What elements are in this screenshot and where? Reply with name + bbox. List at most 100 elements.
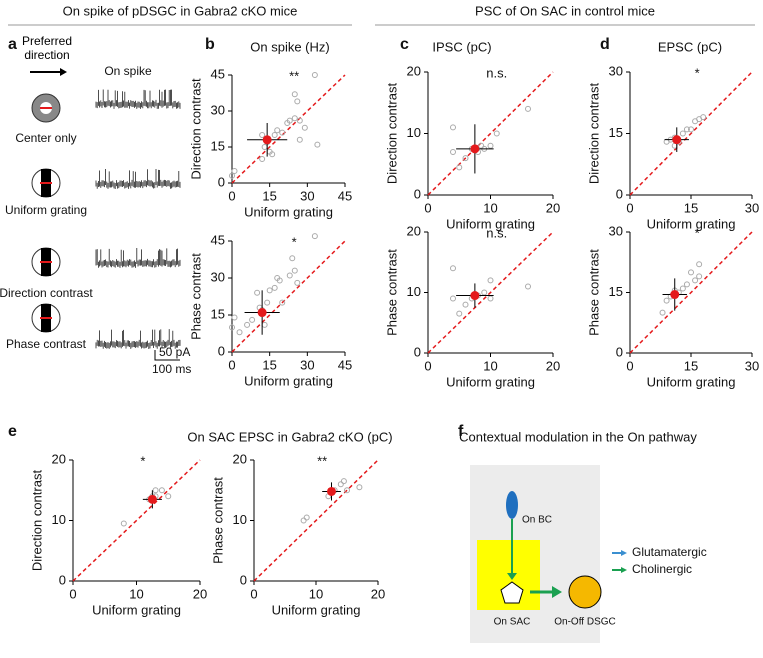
data-point [311, 72, 318, 78]
data-point [688, 126, 694, 133]
data-point [688, 269, 694, 276]
data-point [261, 144, 268, 150]
data-point [231, 314, 238, 321]
direction-label: Preferred direction [21, 34, 73, 62]
condition-label: Center only [15, 131, 76, 145]
panel-label: c [400, 36, 409, 53]
x-tick-label: 0 [69, 586, 76, 601]
x-tick-label: 0 [424, 358, 431, 373]
y-axis-label: Direction contrast [586, 83, 601, 185]
x-tick-label: 0 [228, 357, 235, 372]
mean-point [470, 144, 480, 154]
unity-line [253, 459, 379, 582]
data-point [231, 168, 238, 174]
mean-point [672, 135, 682, 145]
x-tick-label: 30 [300, 357, 314, 372]
data-point [487, 295, 494, 302]
x-tick-label: 15 [262, 188, 276, 203]
x-tick-label: 45 [338, 357, 352, 372]
y-tick-label: 15 [211, 138, 225, 153]
data-point [286, 117, 293, 124]
x-tick-label: 10 [483, 358, 497, 373]
arrowhead [552, 586, 562, 598]
annotation: * [292, 234, 297, 249]
spike-trace [95, 329, 181, 349]
y-axis-label: Phase contrast [188, 253, 203, 340]
data-point [663, 297, 670, 304]
y-axis-label: Phase contrast [384, 249, 399, 336]
x-axis-label: Uniform grating [244, 204, 333, 219]
y-axis-label: Direction contrast [384, 83, 399, 185]
annotation: ** [289, 68, 299, 83]
panel-title: Contextual modulation in the On pathway [459, 429, 697, 444]
x-tick-label: 0 [626, 358, 633, 373]
y-axis-label: Phase contrast [586, 249, 601, 336]
data-point [462, 301, 469, 308]
x-tick-label: 15 [262, 357, 276, 372]
data-point [487, 277, 494, 284]
mean-point [257, 308, 267, 318]
mean-point [327, 486, 336, 496]
spike-trace [95, 248, 181, 268]
chart-title: On SAC EPSC in Gabra2 cKO (pC) [187, 429, 392, 444]
x-axis-label: Uniform grating [92, 602, 181, 617]
data-point [696, 273, 703, 280]
y-tick-label: 10 [233, 512, 247, 527]
mean-point [262, 135, 272, 145]
data-point [696, 261, 703, 268]
data-point [356, 484, 363, 491]
data-point [301, 124, 308, 131]
panel-label: a [8, 36, 17, 53]
mean-point [470, 291, 480, 301]
annotation: n.s. [486, 225, 507, 240]
y-tick-label: 10 [407, 125, 421, 140]
unity-line [427, 231, 554, 354]
x-axis-label: Uniform grating [446, 216, 535, 231]
header: PSC of On SAC in control mice [475, 3, 655, 18]
node-label: On BC [522, 515, 552, 526]
panel-label: e [8, 423, 17, 440]
data-point [296, 136, 303, 143]
data-point [303, 514, 310, 521]
data-point [254, 289, 261, 296]
data-point [261, 321, 268, 328]
legend-arrowhead [621, 567, 627, 573]
y-tick-label: 20 [52, 451, 66, 466]
data-point [450, 124, 456, 131]
unity-line [231, 74, 346, 184]
data-point [229, 172, 235, 179]
data-point [450, 148, 456, 155]
annotation: ** [317, 453, 327, 468]
data-point [481, 289, 488, 296]
spike-trace [95, 169, 181, 189]
node-label: On SAC [494, 617, 531, 628]
x-tick-label: 0 [626, 200, 633, 215]
data-point [249, 316, 256, 323]
chart-title: IPSC (pC) [432, 39, 491, 54]
data-point [311, 233, 318, 240]
x-axis-label: Uniform grating [244, 373, 333, 388]
x-tick-label: 30 [745, 358, 759, 373]
x-tick-label: 20 [371, 586, 385, 601]
unity-line [231, 240, 346, 353]
y-axis-label: Direction contrast [29, 470, 44, 572]
y-tick-label: 0 [218, 343, 225, 358]
x-tick-label: 30 [745, 200, 759, 215]
annotation: * [140, 453, 145, 468]
y-axis-label: Direction contrast [188, 78, 203, 180]
data-point [286, 272, 293, 279]
panel-label: b [205, 36, 215, 53]
y-tick-label: 30 [609, 63, 623, 78]
y-tick-label: 15 [609, 284, 623, 299]
data-point [264, 299, 271, 306]
data-point [525, 283, 531, 290]
y-tick-label: 30 [211, 102, 225, 117]
y-tick-label: 45 [211, 232, 225, 247]
data-point [294, 279, 301, 286]
x-tick-label: 10 [483, 200, 497, 215]
data-point [692, 277, 699, 284]
data-point [269, 151, 276, 158]
direction-arrowhead [60, 68, 67, 76]
panel-label: f [458, 423, 464, 440]
